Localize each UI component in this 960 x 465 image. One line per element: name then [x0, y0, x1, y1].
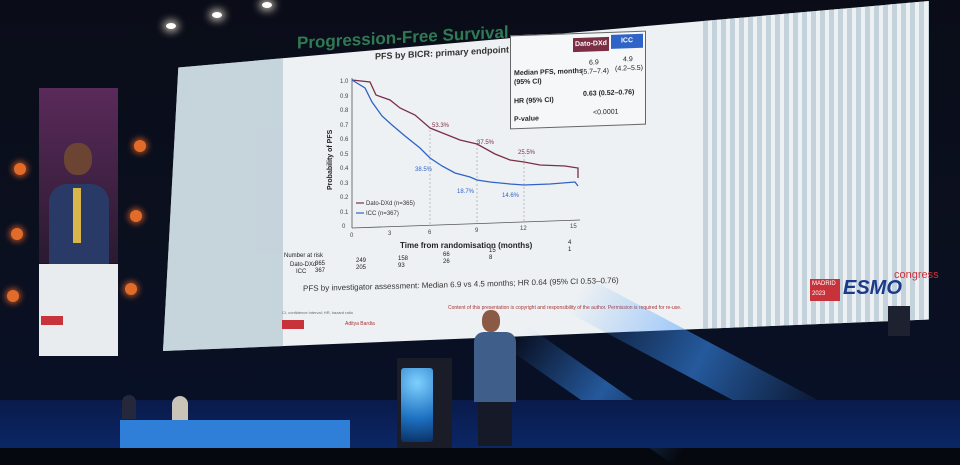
at-risk-cell: 205 — [356, 265, 367, 271]
at-risk-row-name: ICC — [296, 269, 307, 275]
km-chart: 1.0 0.9 0.8 0.7 0.6 0.5 0.4 0.3 0.2 0.1 … — [327, 78, 581, 250]
esmo-congress-logo: MADRID 2023 ESMO congress — [810, 269, 939, 301]
icc-curve — [351, 79, 579, 187]
ci-note: CI, confidence interval; HR, hazard rati… — [282, 310, 353, 315]
at-risk-cell: 367 — [315, 268, 326, 274]
presenter-jacket — [474, 332, 516, 402]
x-tick: 9 — [475, 228, 479, 234]
annotation: 38.5% — [415, 167, 433, 173]
y-tick: 0.9 — [340, 94, 349, 100]
at-risk-cell: 1 — [568, 247, 572, 253]
y-tick: 0.6 — [340, 137, 349, 143]
col-dato: Dato-DXd — [573, 36, 609, 53]
y-tick: 0.2 — [340, 195, 349, 201]
annotation: 25.5% — [518, 150, 536, 156]
panel-table — [120, 420, 350, 448]
at-risk-cell: 26 — [443, 259, 450, 265]
y-tick: 0.7 — [340, 123, 349, 129]
at-risk-cell: 365 — [315, 261, 326, 267]
median-icc: 4.9 — [623, 56, 633, 64]
legend-dato: Dato-DXd (n=365) — [366, 201, 415, 207]
col-icc: ICC — [611, 33, 643, 49]
logo-city: MADRID — [812, 281, 836, 287]
y-tick: 0.8 — [340, 108, 349, 114]
annotation: 14.6% — [502, 193, 520, 199]
madrid-badge: MADRID 2023 — [810, 279, 840, 301]
at-risk-cell: 93 — [398, 263, 405, 269]
podium-logo — [401, 368, 433, 442]
y-tick: 0.3 — [340, 181, 349, 187]
ceiling-light — [262, 2, 272, 8]
side-video-screen — [39, 88, 118, 356]
legend-icc: ICC (n=367) — [366, 211, 399, 217]
speaker-head — [64, 143, 92, 175]
footer-esmo-logo — [282, 320, 304, 329]
x-tick: 15 — [570, 224, 577, 230]
annotation: 37.5% — [477, 140, 495, 146]
y-axis-label: Probability of PFS — [327, 129, 334, 190]
presenter — [474, 310, 516, 446]
wall-spotlight — [134, 140, 146, 152]
x-axis — [351, 219, 581, 229]
wall-spotlight — [14, 163, 26, 175]
at-risk-cell: 66 — [443, 252, 450, 258]
x-tick: 3 — [388, 231, 392, 237]
x-tick: 0 — [350, 233, 354, 239]
y-tick: 0.1 — [340, 210, 349, 216]
speaker-tie — [73, 188, 81, 243]
dato-curve — [351, 79, 579, 178]
wall-spotlight — [125, 283, 137, 295]
x-tick: 12 — [520, 226, 527, 232]
y-tick: 1.0 — [340, 79, 349, 85]
y-tick: 0.5 — [340, 152, 349, 158]
logo-year: 2023 — [812, 291, 826, 297]
wall-spotlight — [130, 210, 142, 222]
at-risk-label: Number at risk — [284, 253, 324, 259]
at-risk-cell: 15 — [489, 248, 496, 254]
stage-camera — [888, 306, 910, 336]
ceiling-light — [166, 23, 176, 29]
y-tick: 0 — [342, 224, 346, 230]
panelist — [122, 395, 136, 419]
y-tick: 0.4 — [340, 166, 349, 172]
wall-spotlight — [11, 228, 23, 240]
annotation: 53.3% — [432, 123, 450, 129]
median-icc-ci: (4.2–5.5) — [615, 64, 644, 73]
presenter-head — [482, 310, 500, 332]
at-risk-cell: 4 — [568, 240, 572, 246]
x-tick: 6 — [428, 230, 432, 236]
x-axis-label: Time from randomisation (months) — [400, 241, 533, 250]
at-risk-row-name: Dato-DXd — [290, 262, 317, 268]
median-dato: 6.9 — [589, 59, 599, 67]
presenter-trousers — [478, 402, 512, 446]
y-ticks: 1.0 0.9 0.8 0.7 0.6 0.5 0.4 0.3 0.2 0.1 … — [340, 79, 349, 230]
side-screen-slide — [39, 264, 118, 356]
side-logo — [41, 316, 63, 325]
ceiling-light — [212, 12, 222, 18]
at-risk-cell: 158 — [398, 256, 409, 262]
annotation: 18.7% — [457, 189, 475, 195]
panelist — [172, 396, 188, 420]
p-value: <0.0001 — [593, 108, 619, 117]
hr-value: 0.63 (0.52–0.76) — [583, 89, 635, 98]
footer-copyright: Content of this presentation is copyrigh… — [448, 305, 682, 311]
logo-brand: ESMO — [843, 277, 902, 299]
wall-spotlight — [7, 290, 19, 302]
footer-author: Aditya Bardia — [345, 321, 375, 327]
at-risk-cell: 249 — [356, 258, 367, 264]
logo-congress-word: congress — [894, 269, 939, 281]
at-risk-cell: 8 — [489, 255, 493, 261]
